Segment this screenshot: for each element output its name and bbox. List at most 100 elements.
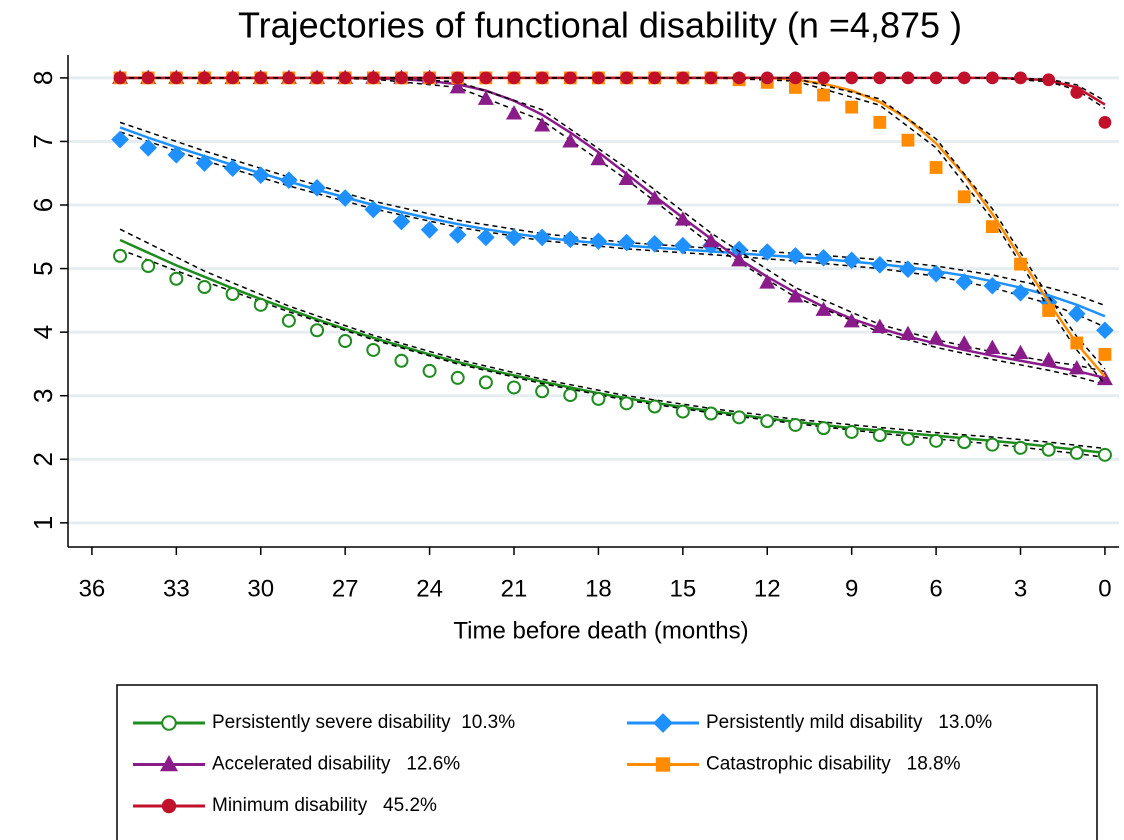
marker [645,234,664,253]
marker [899,260,917,279]
y-tick-label: 4 [28,325,58,339]
marker [507,380,522,395]
marker [477,90,494,105]
marker [929,433,944,448]
marker [477,228,495,247]
marker [1042,304,1056,317]
marker [589,232,608,251]
marker [1096,321,1114,340]
x-tick-label: 27 [332,575,359,602]
marker [957,435,972,450]
marker [310,323,325,338]
marker [983,276,1002,295]
marker [957,71,971,85]
marker [223,159,242,177]
marker [899,325,916,341]
marker [900,431,915,446]
marker [535,71,549,85]
marker [1070,336,1084,350]
marker [655,757,671,772]
marker [873,71,887,85]
marker [251,166,270,184]
fit-line [119,238,1106,455]
ci-line [120,77,1106,385]
marker [308,179,326,197]
marker [591,391,606,406]
marker [1070,86,1084,99]
marker [816,421,831,436]
marker [674,211,691,226]
marker [984,339,1001,355]
marker [563,388,578,403]
marker [169,271,184,286]
ci-line [120,77,1106,110]
y-tick-label: 2 [28,452,58,466]
marker [1098,347,1112,361]
marker [1098,115,1112,129]
marker [395,71,408,85]
marker [195,154,214,172]
x-tick-label: 12 [754,575,781,602]
marker [364,200,383,219]
marker [423,71,436,85]
marker [814,248,833,267]
marker [985,437,1000,452]
marker [702,232,719,248]
marker [646,190,663,205]
y-tick-label: 3 [28,388,58,402]
marker [281,313,296,328]
marker [1014,71,1027,85]
y-tick-label: 8 [28,71,58,85]
marker [730,240,748,259]
marker [167,145,186,164]
x-tick-label: 6 [929,575,942,602]
marker [1069,445,1084,460]
x-tick-label: 24 [416,575,443,602]
marker [535,384,550,399]
marker [226,71,240,85]
marker [590,150,607,166]
marker [731,251,748,267]
marker [1014,257,1027,271]
marker [310,71,324,85]
marker [1042,73,1056,87]
marker [788,417,803,432]
marker [225,287,240,302]
marker [929,161,943,174]
marker [957,190,971,204]
marker [956,335,973,350]
marker [703,406,718,421]
fit-line [119,126,1106,318]
marker [929,71,943,85]
legend-label: Catastrophic disability 18.8% [706,754,961,775]
marker [1012,344,1029,360]
legend-box [116,684,1098,840]
marker [562,133,579,148]
marker [1013,440,1028,455]
marker [843,312,860,328]
marker [901,71,915,85]
marker [871,255,889,274]
marker [871,318,888,334]
marker [617,233,636,252]
marker [392,212,411,231]
y-tick-label: 1 [28,516,58,530]
marker [561,230,580,249]
marker [1067,304,1086,323]
marker [845,71,859,85]
marker [873,115,887,129]
marker [534,117,551,132]
marker [113,248,128,263]
marker [282,71,296,85]
ci-line [120,77,1106,102]
marker [758,243,777,261]
marker [141,71,155,85]
marker [1011,283,1030,302]
marker [817,71,830,85]
marker [648,71,662,85]
x-tick-label: 0 [1098,575,1111,602]
ci-line [120,77,1106,373]
marker [113,71,127,85]
marker [338,71,352,85]
